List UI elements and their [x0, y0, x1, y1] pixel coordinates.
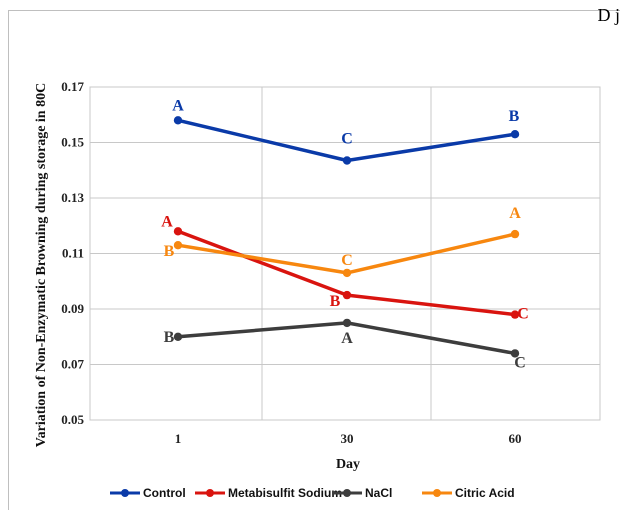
x-axis-title: Day: [336, 457, 360, 472]
y-tick-label: 0.15: [61, 135, 84, 150]
y-tick-labels: 0.05 0.07 0.09 0.11 0.13 0.15 0.17: [61, 79, 84, 427]
x-tick-labels: 1 30 60: [175, 431, 522, 446]
y-tick-label: 0.07: [61, 357, 84, 372]
legend-marker: [433, 489, 441, 497]
legend-label: Control: [143, 486, 186, 500]
data-point: [510, 310, 520, 319]
data-label: A: [172, 97, 184, 114]
legend-label: Metabisulfit Sodium: [228, 486, 342, 500]
y-tick-label: 0.13: [61, 190, 84, 205]
data-label: C: [514, 354, 526, 371]
data-point: [342, 318, 352, 328]
data-label: B: [164, 243, 175, 260]
data-point: [173, 241, 183, 250]
x-tick-label: 60: [509, 431, 522, 446]
y-tick-label: 0.05: [61, 412, 84, 427]
legend: Control Metabisulfit Sodium NaCl Citric Aci…: [110, 486, 515, 500]
data-label: A: [161, 213, 173, 230]
y-tick-label: 0.11: [62, 246, 84, 261]
data-label: B: [330, 293, 341, 310]
data-point: [173, 116, 183, 125]
legend-marker: [121, 489, 129, 497]
data-label: A: [509, 205, 521, 222]
data-point: [510, 349, 520, 358]
y-tick-label: 0.09: [61, 301, 84, 316]
legend-label: Citric Acid: [455, 486, 515, 500]
data-point: [342, 290, 352, 300]
data-label: C: [341, 252, 353, 269]
data-label: C: [517, 306, 529, 323]
data-point: [173, 227, 183, 236]
data-label: C: [341, 131, 353, 148]
chart-frame: D j: [8, 5, 620, 510]
series-lines: [173, 116, 520, 358]
data-point: [342, 156, 352, 165]
data-label: B: [164, 329, 175, 346]
legend-marker: [206, 489, 214, 497]
y-tick-label: 0.17: [61, 79, 84, 94]
data-label: B: [509, 108, 520, 125]
data-label: A: [341, 330, 353, 347]
data-point: [510, 130, 520, 139]
x-tick-label: 30: [341, 431, 354, 446]
legend-label: NaCl: [365, 486, 392, 500]
data-point: [510, 229, 520, 239]
y-axis-title: Variation of Non-Enzymatic Browning duri…: [34, 83, 49, 447]
data-point: [173, 332, 183, 341]
data-point: [342, 268, 352, 278]
x-tick-label: 1: [175, 431, 182, 446]
legend-marker: [343, 489, 351, 497]
grid-lines: [89, 86, 601, 421]
corner-text: D j: [597, 5, 620, 25]
